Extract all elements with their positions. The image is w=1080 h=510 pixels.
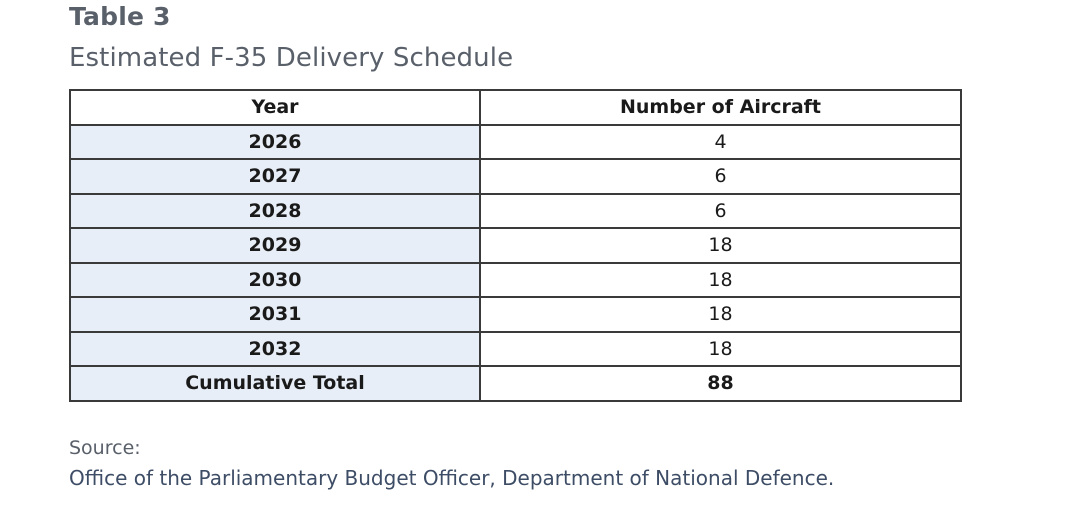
year-cell: 2031 [69, 296, 481, 333]
table-row: 2030 18 [69, 261, 962, 298]
table-row: 2027 6 [69, 158, 962, 195]
total-row: Cumulative Total 88 [69, 365, 962, 402]
year-cell: 2029 [69, 227, 481, 264]
table-number: Table 3 [69, 2, 171, 31]
total-value-cell: 88 [479, 365, 962, 402]
year-cell: 2028 [69, 192, 481, 229]
table-row: 2028 6 [69, 192, 962, 229]
table-row: 2032 18 [69, 330, 962, 367]
aircraft-count-cell: 4 [479, 123, 962, 160]
table-header-row: Year Number of Aircraft [69, 89, 962, 126]
aircraft-count-cell: 18 [479, 296, 962, 333]
table-row: 2029 18 [69, 227, 962, 264]
aircraft-count-cell: 18 [479, 261, 962, 298]
total-label-cell: Cumulative Total [69, 365, 481, 402]
table-row: 2026 4 [69, 123, 962, 160]
aircraft-count-cell: 18 [479, 330, 962, 367]
year-cell: 2032 [69, 330, 481, 367]
table-row: 2031 18 [69, 296, 962, 333]
year-cell: 2030 [69, 261, 481, 298]
table-title: Estimated F-35 Delivery Schedule [69, 43, 514, 73]
source-label: Source: [69, 437, 141, 459]
aircraft-count-cell: 6 [479, 158, 962, 195]
year-cell: 2026 [69, 123, 481, 160]
aircraft-count-cell: 6 [479, 192, 962, 229]
column-header-year: Year [69, 89, 481, 126]
delivery-schedule-table: Year Number of Aircraft 2026 4 2027 6 20… [69, 89, 962, 402]
source-text: Office of the Parliamentary Budget Offic… [69, 466, 835, 490]
column-header-aircraft: Number of Aircraft [479, 89, 962, 126]
aircraft-count-cell: 18 [479, 227, 962, 264]
year-cell: 2027 [69, 158, 481, 195]
